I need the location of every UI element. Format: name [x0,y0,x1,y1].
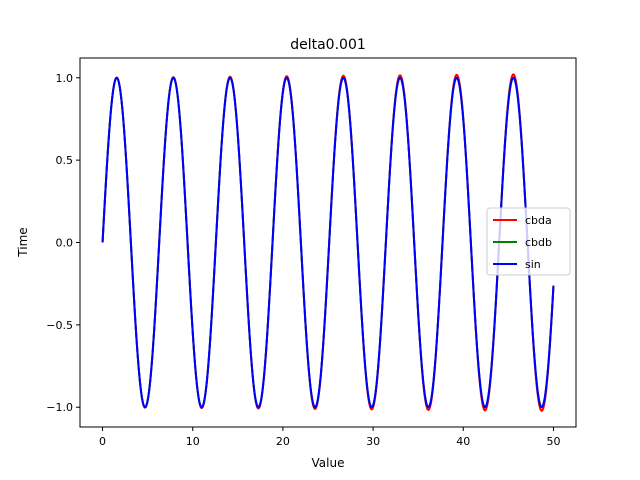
y-tick-label: 0.0 [56,237,74,250]
legend-box [486,207,571,276]
legend: cbda cbdb sin [486,207,571,276]
legend-label-cbdb: cbdb [525,236,552,249]
x-tick-label: 10 [186,435,200,448]
series-layer [101,73,555,412]
series-line-sin [101,76,555,409]
x-tick-label: 40 [456,435,470,448]
y-tick-label: 1.0 [56,72,74,85]
x-tick-label: 0 [99,435,106,448]
y-tick-label: 0.5 [56,154,74,167]
x-tick-label: 20 [276,435,290,448]
y-tick-label: −1.0 [46,401,73,414]
x-axis: 0 10 20 30 40 50 [99,427,560,448]
x-tick-label: 50 [546,435,560,448]
legend-label-cbda: cbda [525,214,552,227]
legend-label-sin: sin [525,258,541,271]
y-axis-label: Time [16,227,30,257]
x-tick-label: 30 [366,435,380,448]
chart-title: delta0.001 [290,37,366,53]
y-axis: −1.0 −0.5 0.0 0.5 1.0 [46,72,80,414]
y-tick-label: −0.5 [46,319,73,332]
x-axis-label: Value [312,456,345,470]
